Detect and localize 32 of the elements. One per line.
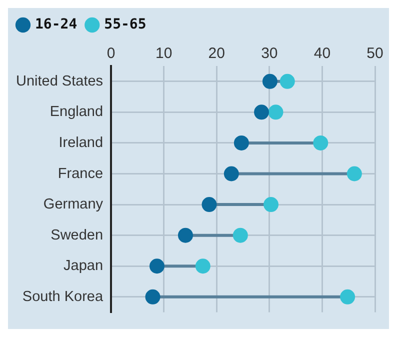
point [264,197,279,212]
point [224,166,239,182]
y-tick-label: South Korea [22,288,104,305]
y-tick-label: England [50,104,104,120]
legend-label: 55-65 [104,16,146,33]
point [178,228,193,243]
x-tick-label: 0 [106,45,116,62]
y-tick-label: United States [16,73,104,90]
point [313,135,328,150]
point [340,289,356,304]
y-tick-label: Ireland [58,134,104,151]
point [145,289,160,304]
x-tick-label: 40 [314,45,331,62]
y-tick-label: Sweden [50,227,104,244]
point [234,135,249,150]
point [232,228,248,243]
legend-label: 16-24 [35,16,78,33]
y-tick-label: Germany [43,196,104,213]
y-tick-label: France [58,166,104,182]
point [268,104,284,120]
point [195,258,210,274]
point [262,74,278,89]
y-tick-label: Japan [64,258,104,274]
point [202,197,217,212]
x-tick-label: 50 [366,45,384,62]
point [280,74,295,89]
x-tick-label: 30 [261,45,278,62]
point [149,258,164,274]
point [346,166,362,182]
x-tick-label: 20 [208,45,225,62]
point [254,104,269,120]
x-tick-label: 10 [155,45,172,62]
